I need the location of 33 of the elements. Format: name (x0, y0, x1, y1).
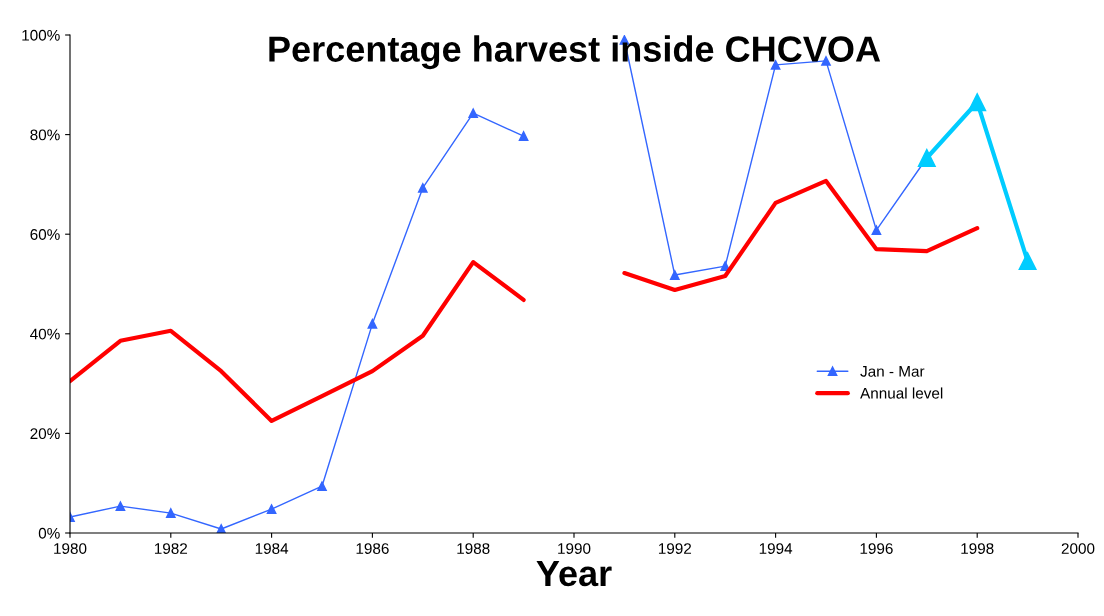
x-tick-label: 1998 (961, 543, 994, 554)
point (266, 504, 277, 514)
point (468, 108, 479, 119)
x-tick-label: 1988 (457, 543, 490, 554)
legend-label: Jan - Mar (860, 366, 925, 377)
point (417, 183, 428, 193)
x-tick-label: 1980 (54, 543, 87, 554)
legend-label: Annual level (860, 387, 943, 399)
point (518, 131, 529, 141)
point (165, 508, 176, 518)
point (367, 318, 378, 329)
point (669, 270, 680, 280)
x-tick-label: 1982 (154, 543, 188, 554)
x-tick-label: 1990 (558, 543, 591, 554)
point (871, 225, 882, 236)
point (1018, 252, 1037, 271)
x-tick-label: 1986 (356, 543, 389, 554)
point (968, 93, 987, 112)
x-tick-label: 1994 (759, 543, 793, 554)
y-tick-label: 40% (30, 328, 60, 340)
y-tick-label: 60% (30, 229, 60, 240)
y-tick-label: 80% (30, 129, 60, 141)
point (917, 148, 936, 168)
x-tick-label: 1984 (255, 543, 289, 554)
point (115, 501, 126, 511)
x-tick-label: 1992 (658, 543, 692, 554)
x-tick-label: 2000 (1061, 543, 1095, 554)
y-tick-label: 0% (38, 527, 60, 539)
x-axis-title: Year (536, 561, 612, 587)
point (317, 481, 327, 492)
x-tick-label: 1996 (860, 543, 893, 554)
y-tick-label: 20% (30, 428, 60, 440)
y-tick-label: 100% (22, 29, 60, 41)
